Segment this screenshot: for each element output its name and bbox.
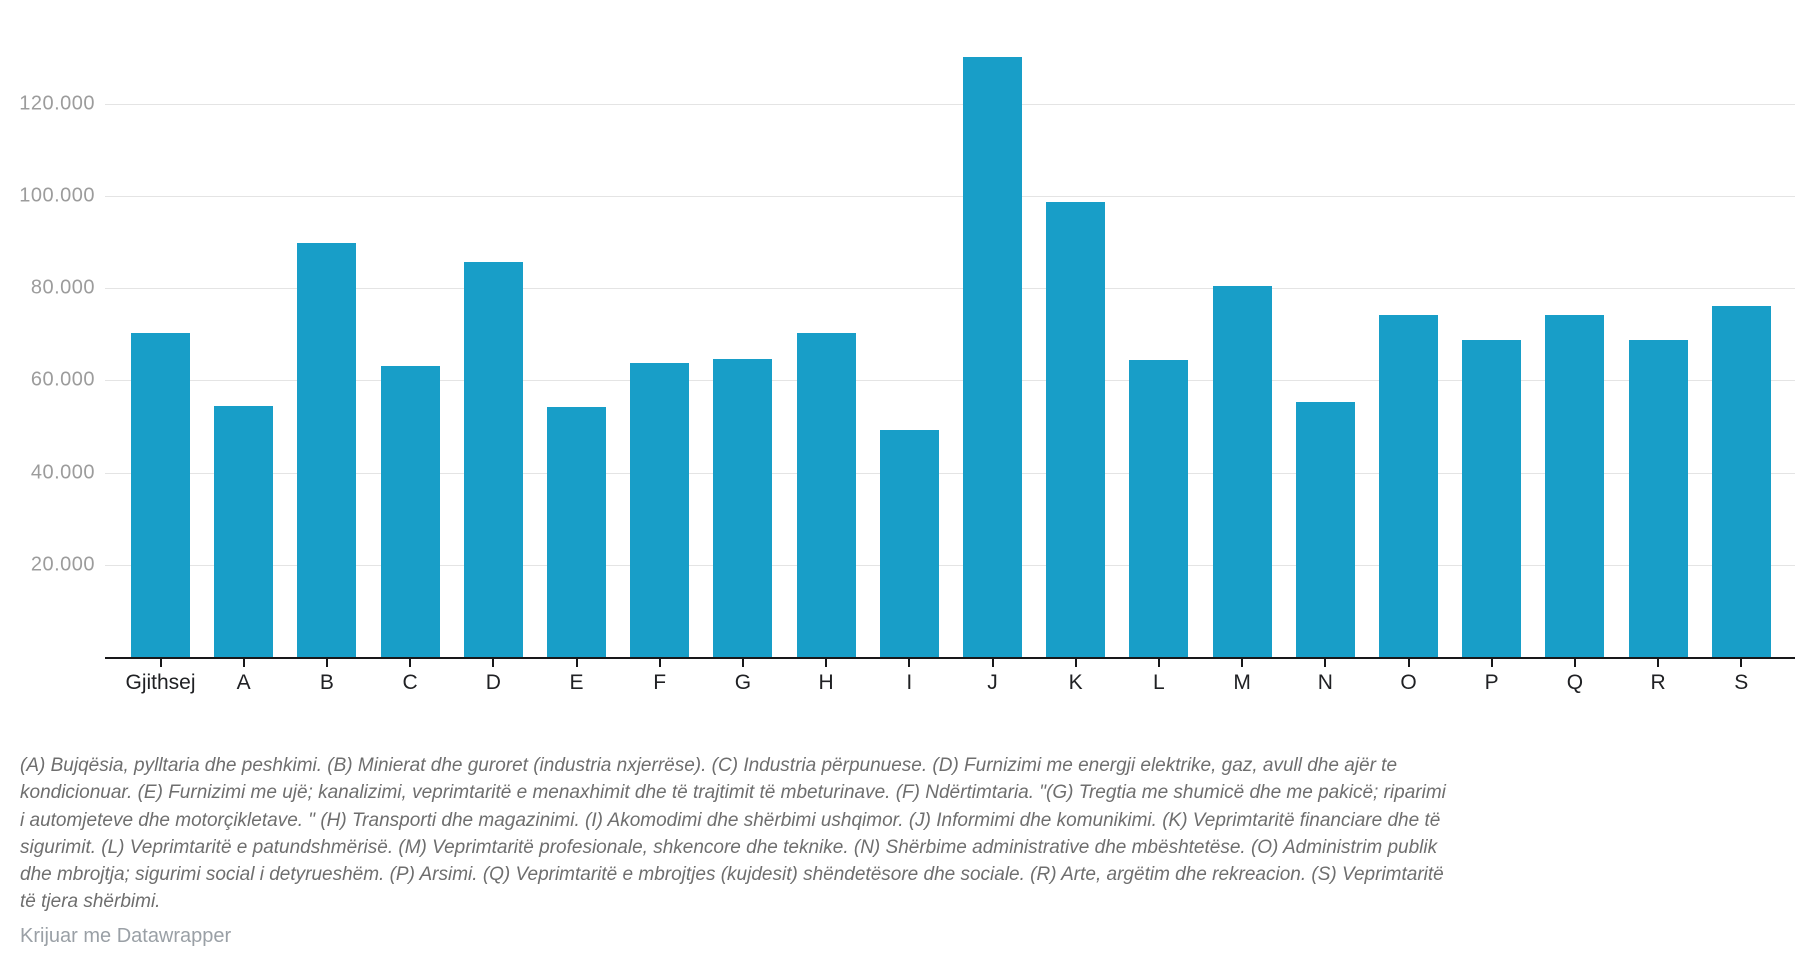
gridline <box>105 288 1795 290</box>
y-axis-tick-label: 80.000 <box>30 276 95 299</box>
x-axis-tick <box>1490 659 1493 667</box>
bar-Gjithsej[interactable] <box>131 333 190 658</box>
gridline <box>105 564 1795 566</box>
footnote-line: të tjera shërbimi. <box>20 891 161 913</box>
x-axis-tick <box>409 659 412 667</box>
gridline <box>105 196 1795 197</box>
x-axis-tick <box>741 659 744 667</box>
x-axis-label-A: A <box>236 671 251 694</box>
x-axis-label-F: F <box>653 671 667 694</box>
bar-A[interactable] <box>214 406 274 658</box>
x-axis-label-D: D <box>485 671 501 694</box>
bar-B[interactable] <box>297 243 357 658</box>
x-axis-tick <box>991 659 994 667</box>
bar-P[interactable] <box>1462 339 1522 658</box>
x-axis-label-L: L <box>1153 671 1165 694</box>
x-axis-tick <box>1407 659 1410 667</box>
chart-footnote: (A) Bujqësia, pylltaria dhe peshkimi. (B… <box>20 752 1740 916</box>
x-axis-label-J: J <box>987 671 998 694</box>
x-axis-label-Q: Q <box>1566 671 1584 694</box>
footnote-line: (A) Bujqësia, pylltaria dhe peshkimi. (B… <box>20 755 1398 776</box>
chart-plot-area <box>105 0 1795 658</box>
footnote-line: sigurimit. (L) Veprimtaritë e patundshmë… <box>20 836 1438 858</box>
x-axis-label-H: H <box>818 671 834 694</box>
bar-E[interactable] <box>547 406 606 658</box>
footnote-line: i automjeteve dhe motorçikletave. " (H) … <box>20 809 1441 831</box>
y-axis-tick-label: 60.000 <box>30 368 95 391</box>
bar-N[interactable] <box>1295 401 1355 658</box>
gridline <box>105 103 1795 105</box>
y-axis-tick-label: 120.000 <box>19 92 95 115</box>
x-axis-label-G: G <box>734 671 752 694</box>
footnote-line: dhe mbrojtja; sigurimi social i detyrues… <box>20 864 1444 886</box>
footnote-line: kondicionuar. (E) Furnizimi me ujë; kana… <box>20 782 1446 804</box>
datawrapper-credit-link[interactable]: Krijuar me Datawrapper <box>20 925 232 947</box>
gridline <box>105 472 1795 474</box>
bar-K[interactable] <box>1046 201 1106 658</box>
x-axis-tick <box>492 659 495 667</box>
x-axis-label-N: N <box>1317 671 1333 694</box>
x-axis-tick <box>658 659 661 667</box>
x-axis-tick <box>575 659 578 667</box>
x-axis-tick <box>1157 659 1160 667</box>
bar-M[interactable] <box>1212 285 1272 658</box>
bar-O[interactable] <box>1379 314 1438 658</box>
bar-R[interactable] <box>1628 339 1688 658</box>
x-axis-tick <box>1573 659 1576 667</box>
y-axis-tick-label: 100.000 <box>19 184 95 207</box>
y-axis-labels: 20.000 40.000 60.000 80.000 100.000 120.000 <box>0 0 95 658</box>
x-axis-label-K: K <box>1068 671 1083 694</box>
x-axis-tick <box>1074 659 1077 667</box>
x-axis-tick <box>908 659 911 667</box>
x-axis-tick <box>159 659 162 667</box>
x-axis-tick <box>825 659 828 667</box>
x-axis-tick <box>1241 659 1244 667</box>
bar-F[interactable] <box>630 362 690 658</box>
x-axis-label-B: B <box>319 671 334 694</box>
bar-I[interactable] <box>879 430 939 658</box>
x-axis-tick <box>242 659 245 667</box>
x-axis-label-I: I <box>906 671 913 694</box>
bar-Q[interactable] <box>1545 314 1605 658</box>
x-axis-label-Gjithsej: Gjithsej <box>125 671 196 694</box>
bar-S[interactable] <box>1711 306 1771 658</box>
x-axis-label-S: S <box>1734 671 1749 694</box>
x-axis-label-O: O <box>1400 671 1417 694</box>
x-axis-label-E: E <box>569 671 584 694</box>
x-axis-tick <box>325 659 328 667</box>
bar-D[interactable] <box>463 261 523 658</box>
y-axis-tick-label: 40.000 <box>30 461 95 484</box>
y-axis-tick-label: 20.000 <box>30 553 95 576</box>
x-axis-label-M: M <box>1233 671 1251 694</box>
bar-H[interactable] <box>796 332 856 658</box>
x-axis-line <box>105 657 1795 659</box>
x-axis-tick <box>1324 659 1327 667</box>
x-axis-label-C: C <box>402 671 418 694</box>
x-axis-label-P: P <box>1484 671 1499 694</box>
bar-J[interactable] <box>963 57 1022 658</box>
x-axis-label-R: R <box>1650 671 1666 694</box>
bar-G[interactable] <box>713 358 773 658</box>
x-axis-tick <box>1657 659 1660 667</box>
bar-C[interactable] <box>380 366 440 658</box>
bar-L[interactable] <box>1129 360 1189 658</box>
x-axis-tick <box>1740 659 1743 667</box>
gridline <box>105 380 1795 382</box>
